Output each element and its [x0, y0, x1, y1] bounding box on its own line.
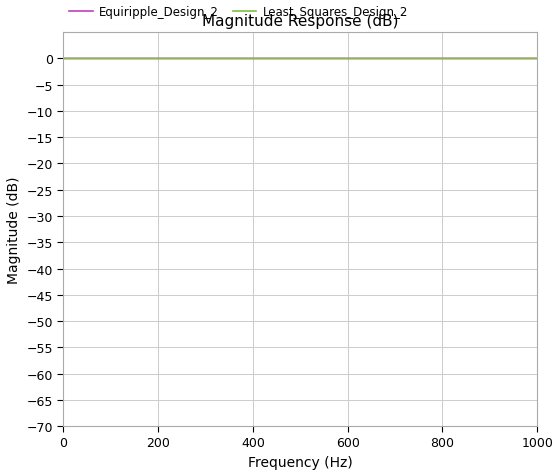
Equiripple_Design_2 [411, 57, 418, 62]
Equiripple_Design_2 [231, 57, 238, 62]
Equiripple_Design_2 [436, 57, 443, 62]
Equiripple_Design_2 [340, 57, 347, 62]
Y-axis label: Magnitude (dB): Magnitude (dB) [7, 176, 21, 283]
X-axis label: Frequency (Hz): Frequency (Hz) [248, 455, 353, 469]
Least_Squares_Design_2 [340, 57, 347, 62]
Least_Squares_Design_2 [411, 57, 418, 62]
Equiripple_Design_2 [534, 57, 540, 62]
Least_Squares_Design_2 [84, 57, 91, 62]
Equiripple_Design_2 [361, 57, 368, 62]
Least_Squares_Design_2 [436, 57, 443, 62]
Equiripple_Design_2 [84, 57, 91, 62]
Least_Squares_Design_2 [231, 57, 238, 62]
Least_Squares_Design_2 [361, 57, 368, 62]
Least_Squares_Design_2 [60, 57, 67, 62]
Equiripple_Design_2 [60, 57, 67, 62]
Legend: Equiripple_Design_2, Least_Squares_Design_2: Equiripple_Design_2, Least_Squares_Desig… [69, 6, 408, 20]
Least_Squares_Design_2 [534, 57, 540, 62]
Title: Magnitude Response (dB): Magnitude Response (dB) [202, 14, 399, 29]
